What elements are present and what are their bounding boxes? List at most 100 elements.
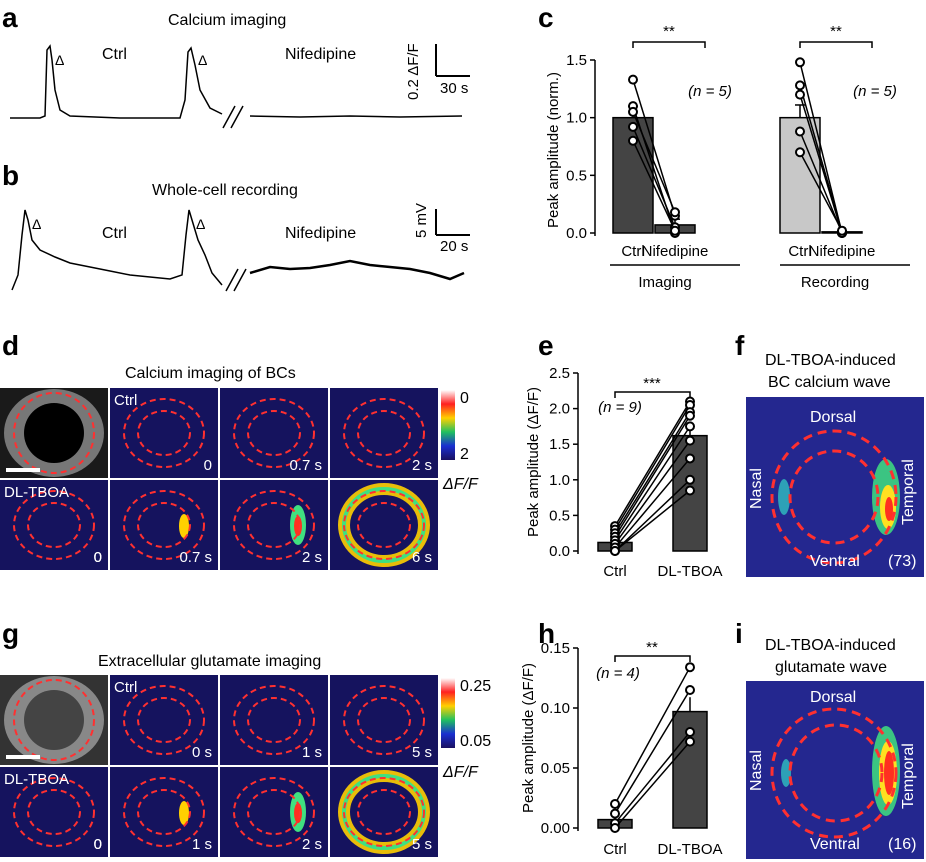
y-tick-label: 0.0	[549, 543, 570, 560]
ring-inner	[788, 723, 884, 823]
frame-time-label: 2 s	[301, 836, 322, 853]
frame-time-label: 0.7 s	[179, 549, 212, 566]
row-label-drug: DL-TBOA	[4, 484, 70, 501]
pair-line	[614, 440, 691, 545]
wave-frame: 6 s	[330, 480, 438, 570]
frame-time-label: 0	[93, 549, 102, 566]
group-label: Recording	[801, 274, 869, 291]
retina-overview-image	[0, 388, 108, 478]
retina-overview-image	[0, 675, 108, 765]
panel-a-title: Calcium imaging	[168, 12, 287, 29]
frame-time-label: 1 s	[191, 836, 212, 853]
pair-line	[799, 94, 843, 234]
panel-g-title: Extracellular glutamate imaging	[98, 653, 322, 670]
sig-bracket	[632, 41, 706, 48]
y-tick-label: 0.00	[541, 820, 570, 837]
pair-line	[614, 479, 691, 552]
colorbar-d-bottom: 2	[460, 446, 469, 463]
voltage-trace-drug	[249, 259, 465, 281]
panel-label-i: i	[735, 618, 743, 649]
panel-b-trace: Δ Δ	[11, 209, 470, 292]
data-point	[685, 685, 695, 695]
calcium-trace-drug	[249, 115, 463, 118]
data-point	[837, 225, 847, 236]
wave-frame: 0.7 s	[110, 480, 218, 570]
panel-i-title-1: DL-TBOA-induced	[765, 637, 896, 654]
peak-marker: Δ	[32, 216, 41, 232]
pair-line	[614, 731, 691, 824]
y-tick-label: 0.15	[541, 640, 570, 657]
pair-line	[614, 404, 691, 531]
data-point	[685, 421, 695, 432]
data-point	[795, 89, 805, 100]
wave-frame: 0.7 s	[220, 388, 328, 478]
frame-time-label: 0	[93, 836, 102, 853]
pair-line	[632, 111, 676, 213]
frame-time-label: 0 s	[191, 744, 212, 761]
x-tick-label: DL-TBOA	[657, 563, 722, 580]
panel-f-title-2: BC calcium wave	[768, 374, 891, 391]
pair-line	[614, 689, 691, 814]
y-tick-label: 0.5	[549, 507, 570, 524]
panel-label-f: f	[735, 330, 745, 361]
colorbar-g-unit: ΔF/F	[443, 764, 478, 781]
frame-time-label: 2 s	[301, 549, 322, 566]
panel-a-trace: Δ Δ	[10, 44, 470, 129]
count-i: (16)	[888, 836, 917, 853]
data-point	[685, 662, 695, 673]
data-point	[610, 799, 620, 809]
data-point	[795, 57, 805, 68]
wave-frame: 2 s	[330, 388, 438, 478]
data-point	[685, 736, 695, 747]
panel-label-g: g	[2, 618, 20, 649]
wave-frame: 1 s	[110, 767, 218, 857]
panel-a-ctrl-label: Ctrl	[102, 46, 127, 63]
calcium-trace-ctrl	[10, 44, 223, 119]
n-label: (n = 4)	[596, 665, 640, 682]
direction-dorsal: Dorsal	[810, 689, 857, 706]
frame-time-label: 0.7 s	[289, 457, 322, 474]
sig-marker: **	[830, 23, 842, 40]
x-tick-label: Ctrl	[603, 841, 626, 858]
pair-line	[799, 151, 843, 232]
sig-marker: ***	[643, 375, 661, 392]
wave-map-i: Dorsal Ventral Nasal Temporal (16)	[746, 681, 924, 859]
x-tick-label: Nifedipine	[642, 243, 709, 260]
count-f: (73)	[888, 553, 917, 570]
panel-b-drug-label: Nifedipine	[285, 225, 357, 242]
data-point	[628, 74, 638, 85]
pair-line	[632, 126, 676, 228]
pair-line	[614, 415, 691, 538]
pair-line	[614, 666, 691, 805]
wave-hotspot	[884, 751, 894, 795]
y-axis-label: Peak amplitude (norm.)	[545, 72, 562, 228]
data-point	[628, 121, 638, 132]
row-label-drug: DL-TBOA	[4, 771, 70, 788]
panel-label-h: h	[538, 618, 556, 649]
data-point	[795, 147, 805, 158]
y-axis-label: Peak amplitude (ΔF/F)	[525, 387, 542, 537]
direction-ventral: Ventral	[810, 553, 860, 570]
colorbar-g	[441, 678, 455, 748]
data-point	[628, 106, 638, 117]
x-tick-label: Ctrl	[603, 563, 626, 580]
data-point	[685, 727, 695, 737]
frame-time-label: 0	[93, 836, 102, 853]
colorbar-d-top: 0	[460, 390, 469, 407]
sig-bracket	[614, 391, 691, 398]
panel-a-scale-y: 0.2 ΔF/F	[405, 43, 422, 100]
data-point	[628, 135, 638, 146]
pair-line	[614, 425, 691, 541]
y-tick-label: 0.5	[566, 167, 587, 184]
wave-hotspot	[778, 479, 790, 515]
colorbar-d	[441, 390, 455, 460]
frame-time-label: 5 s	[411, 836, 432, 853]
data-point	[795, 80, 805, 91]
pair-line	[614, 741, 691, 829]
wave-hotspot	[781, 759, 791, 787]
panel-a-scale-x: 30 s	[440, 80, 469, 97]
y-tick-label: 2.5	[549, 365, 570, 382]
y-tick-label: 1.0	[549, 472, 570, 489]
bar	[612, 116, 654, 234]
